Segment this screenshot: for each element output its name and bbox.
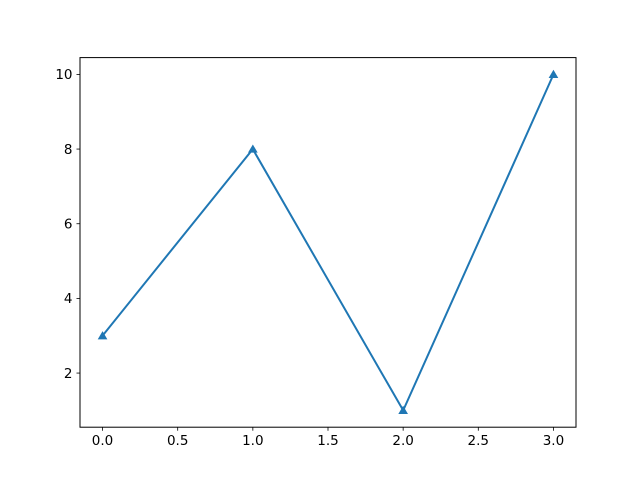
data-point-marker xyxy=(398,405,408,414)
x-tick-label: 0.5 xyxy=(167,433,188,449)
x-tick-label: 3.0 xyxy=(543,433,564,449)
y-tick-label: 8 xyxy=(64,142,73,158)
series-line xyxy=(101,73,555,412)
y-tick-label: 6 xyxy=(64,217,73,233)
y-tick-label: 2 xyxy=(64,366,73,382)
x-tick-label: 1.5 xyxy=(317,433,338,449)
x-tick-label: 1.0 xyxy=(242,433,263,449)
axes-background xyxy=(80,57,576,428)
data-point-marker xyxy=(248,144,258,153)
x-tick-label: 0.0 xyxy=(92,433,113,449)
y-tick-label: 10 xyxy=(55,67,72,83)
x-tick-label: 2.0 xyxy=(392,433,413,449)
plot-border xyxy=(79,57,577,428)
y-tick-label: 4 xyxy=(64,291,73,307)
data-point-marker xyxy=(97,331,108,340)
x-tick-label: 2.5 xyxy=(468,433,489,449)
data-point-marker xyxy=(548,69,559,78)
